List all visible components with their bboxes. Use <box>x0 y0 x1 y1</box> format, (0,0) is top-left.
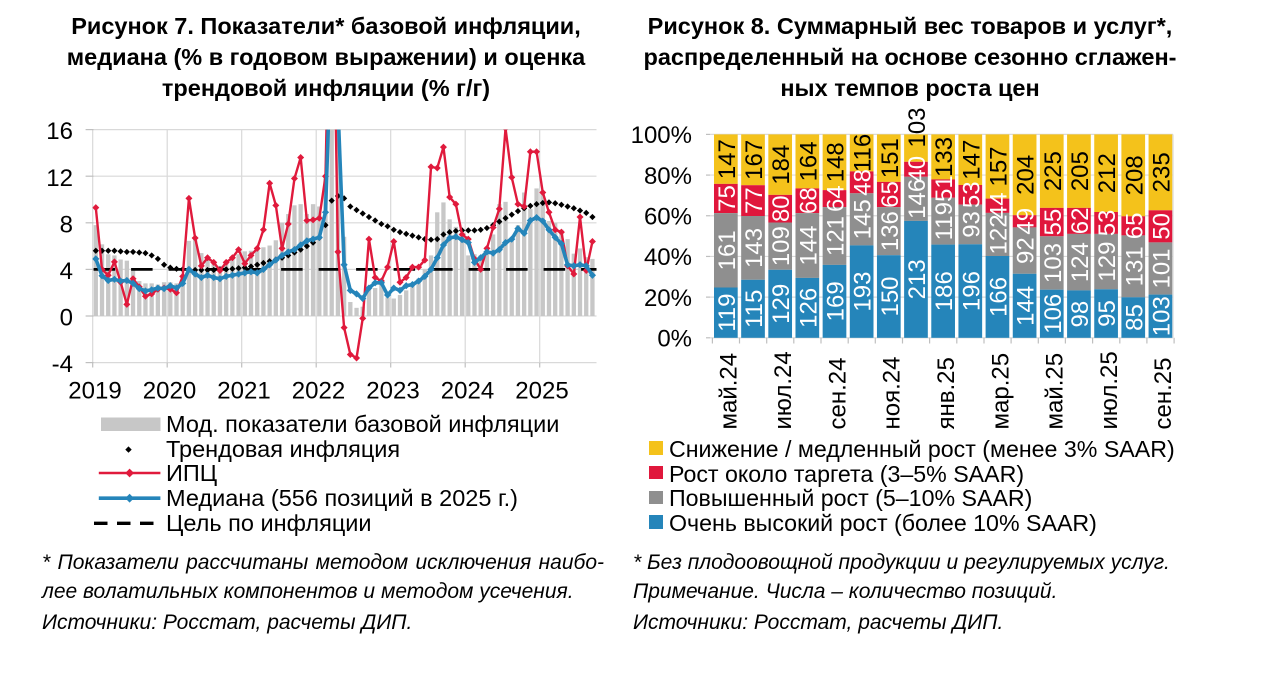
svg-text:164: 164 <box>795 141 822 181</box>
svg-text:62: 62 <box>1067 208 1094 235</box>
svg-text:193: 193 <box>850 272 877 312</box>
svg-text:116: 116 <box>850 134 877 172</box>
svg-text:204: 204 <box>1013 155 1040 195</box>
svg-text:55: 55 <box>1040 209 1067 236</box>
svg-text:50: 50 <box>1148 213 1175 240</box>
svg-text:136: 136 <box>877 211 904 251</box>
svg-text:40%: 40% <box>644 244 692 271</box>
svg-text:сен.24: сен.24 <box>824 358 851 430</box>
svg-text:103: 103 <box>904 107 931 147</box>
svg-text:235: 235 <box>1148 152 1175 192</box>
svg-text:144: 144 <box>1013 286 1040 326</box>
svg-text:145: 145 <box>850 199 877 239</box>
svg-text:166: 166 <box>985 277 1012 317</box>
svg-text:147: 147 <box>714 139 741 179</box>
svg-text:68: 68 <box>795 187 822 214</box>
svg-text:75: 75 <box>714 185 741 212</box>
svg-text:129: 129 <box>1094 242 1121 282</box>
svg-text:103: 103 <box>1148 296 1175 336</box>
svg-text:64: 64 <box>822 185 849 212</box>
svg-text:80%: 80% <box>644 163 692 190</box>
svg-text:2021: 2021 <box>217 377 270 400</box>
svg-text:93: 93 <box>958 211 985 238</box>
svg-text:144: 144 <box>795 225 822 265</box>
svg-text:июл.24: июл.24 <box>770 351 797 429</box>
svg-text:12: 12 <box>46 165 73 192</box>
svg-text:101: 101 <box>1148 248 1175 288</box>
svg-text:85: 85 <box>1121 304 1148 331</box>
svg-text:92: 92 <box>1013 237 1040 264</box>
svg-text:2019: 2019 <box>68 377 121 400</box>
svg-text:0: 0 <box>60 305 73 332</box>
svg-text:208: 208 <box>1121 155 1148 195</box>
svg-text:июл.25: июл.25 <box>1096 351 1123 429</box>
svg-text:184: 184 <box>768 145 795 185</box>
svg-text:167: 167 <box>741 140 768 180</box>
svg-text:103: 103 <box>1040 243 1067 283</box>
svg-text:100%: 100% <box>631 122 692 149</box>
svg-text:мар.25: мар.25 <box>987 353 1014 430</box>
svg-text:129: 129 <box>768 284 795 324</box>
svg-text:150: 150 <box>877 276 904 316</box>
svg-text:106: 106 <box>1040 294 1067 334</box>
svg-text:213: 213 <box>904 259 931 299</box>
svg-text:-4: -4 <box>52 351 73 378</box>
svg-text:4: 4 <box>60 258 73 285</box>
svg-text:сен.25: сен.25 <box>1150 358 1177 430</box>
svg-text:115: 115 <box>741 290 768 328</box>
svg-text:157: 157 <box>985 146 1012 186</box>
svg-text:109: 109 <box>768 226 795 266</box>
svg-text:124: 124 <box>1067 242 1094 282</box>
svg-text:98: 98 <box>1067 301 1094 328</box>
svg-text:40: 40 <box>904 156 931 183</box>
svg-text:133: 133 <box>931 137 958 177</box>
svg-text:122: 122 <box>985 214 1012 254</box>
svg-text:16: 16 <box>46 118 73 145</box>
svg-text:май.25: май.25 <box>1042 353 1069 430</box>
svg-text:янв.25: янв.25 <box>933 357 960 429</box>
svg-text:53: 53 <box>958 181 985 208</box>
svg-text:май.24: май.24 <box>716 353 743 430</box>
svg-text:121: 121 <box>822 216 849 256</box>
svg-text:80: 80 <box>768 195 795 222</box>
svg-text:161: 161 <box>714 230 741 270</box>
svg-text:60%: 60% <box>644 203 692 230</box>
svg-text:ноя.24: ноя.24 <box>879 357 906 430</box>
svg-text:77: 77 <box>741 187 768 214</box>
svg-text:205: 205 <box>1067 151 1094 191</box>
svg-text:2025: 2025 <box>515 377 568 400</box>
svg-text:143: 143 <box>741 228 768 268</box>
svg-text:51: 51 <box>931 175 958 202</box>
svg-text:196: 196 <box>958 271 985 311</box>
svg-text:126: 126 <box>795 288 822 328</box>
svg-text:148: 148 <box>822 142 849 182</box>
svg-text:169: 169 <box>822 281 849 321</box>
svg-text:20%: 20% <box>644 285 692 312</box>
svg-text:0%: 0% <box>657 326 692 353</box>
svg-text:119: 119 <box>931 202 958 240</box>
svg-text:146: 146 <box>904 179 931 219</box>
svg-text:151: 151 <box>877 138 904 178</box>
svg-text:119: 119 <box>714 294 741 332</box>
svg-text:147: 147 <box>958 140 985 180</box>
svg-text:95: 95 <box>1094 300 1121 327</box>
svg-text:65: 65 <box>877 181 904 208</box>
svg-text:2022: 2022 <box>292 377 345 400</box>
svg-text:186: 186 <box>931 271 958 311</box>
svg-text:53: 53 <box>1094 210 1121 237</box>
svg-text:2024: 2024 <box>441 377 494 400</box>
svg-text:2020: 2020 <box>143 377 196 400</box>
svg-text:2023: 2023 <box>366 377 419 400</box>
svg-text:44: 44 <box>985 192 1012 219</box>
svg-text:131: 131 <box>1121 246 1148 286</box>
svg-text:65: 65 <box>1121 212 1148 239</box>
svg-text:212: 212 <box>1094 153 1121 193</box>
svg-text:49: 49 <box>1013 208 1040 235</box>
svg-text:225: 225 <box>1040 151 1067 191</box>
svg-text:8: 8 <box>60 211 73 238</box>
svg-text:48: 48 <box>850 169 877 196</box>
